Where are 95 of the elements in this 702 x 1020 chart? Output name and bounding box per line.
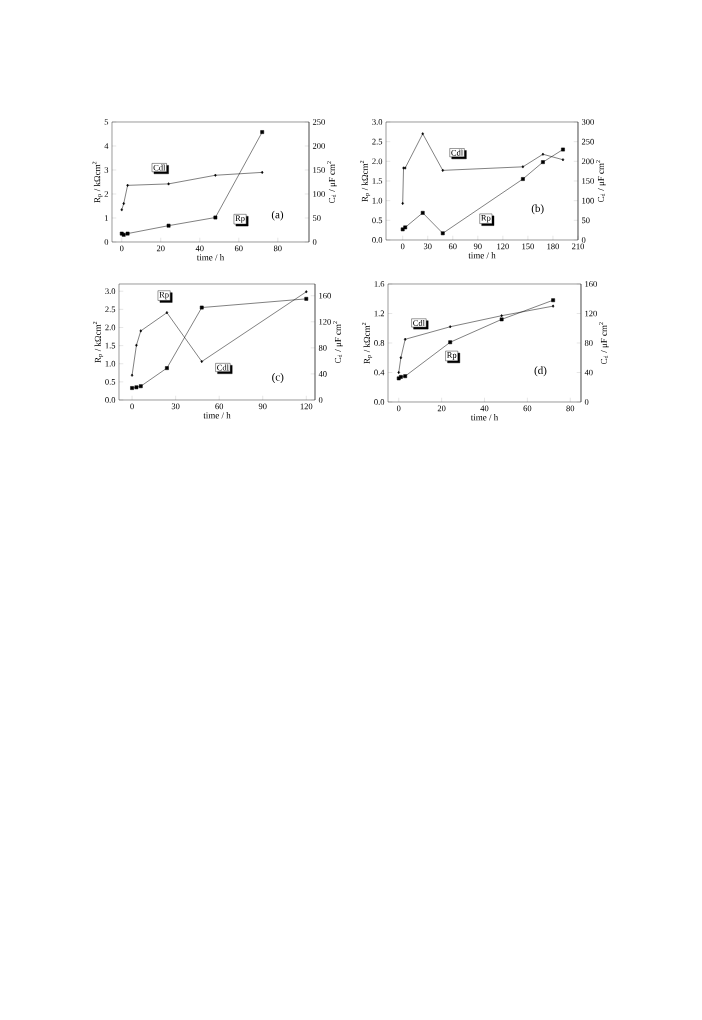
y2-tick-label: 50 <box>582 217 590 224</box>
x-tick-label: 80 <box>273 245 282 252</box>
annotation: (d) <box>534 366 547 377</box>
x-tick-label: 40 <box>195 245 204 252</box>
y2-tick-label: 80 <box>318 345 327 351</box>
y2-tick-label: 150 <box>582 178 594 184</box>
x-axis-title: time / h <box>470 414 499 421</box>
x-tick-label: 40 <box>480 405 489 412</box>
series-label: Cdl <box>153 164 166 171</box>
x-tick-label: 60 <box>234 245 243 252</box>
y-tick-label: 2.5 <box>105 306 116 313</box>
series-label: Cdl <box>451 149 463 156</box>
x-tick-label: 90 <box>473 243 482 250</box>
text: Rp <box>159 291 169 300</box>
y-tick-label: 2.5 <box>372 138 383 145</box>
y2-tick-label: 50 <box>313 215 321 221</box>
y-tick-label: 4 <box>104 143 109 149</box>
series-label: Rp <box>447 352 457 360</box>
y2-axis-title: C$_{d}$ / μF cm$^{2}$ <box>333 321 343 364</box>
y-tick-label: 0.5 <box>372 217 383 224</box>
y2-axis-title: C$_{d}$ / μF cm$^{2}$ <box>596 160 606 203</box>
y2-tick-label: 250 <box>581 138 594 145</box>
x-axis-title: time / h <box>203 412 231 419</box>
x-tick-label: 20 <box>156 245 165 252</box>
y2-tick-label: 200 <box>581 158 594 165</box>
y2-tick-label: 40 <box>584 369 593 376</box>
y-tick-label: 2.0 <box>372 158 383 165</box>
x-tick-label: 90 <box>258 403 267 410</box>
annotation: (b) <box>531 204 544 215</box>
x-axis-title: time / h <box>468 252 496 259</box>
y-tick-label: 1.6 <box>374 281 385 287</box>
y-axis-title: R$_{p}$ / kΩcm$^{2}$ <box>92 161 103 203</box>
y2-axis-title: C$_{d}$ / μF cm$^{2}$ <box>327 161 337 204</box>
y2-tick-label: 150 <box>313 167 325 173</box>
y-tick-label: 1.0 <box>105 360 116 367</box>
x-tick-label: 60 <box>215 403 224 410</box>
x-tick-label: 20 <box>437 405 446 412</box>
y-tick-label: 0.4 <box>374 369 385 376</box>
x-axis-title: time / h <box>196 254 225 261</box>
y-tick-label: 0.0 <box>105 397 116 403</box>
y-tick-label: 1 <box>105 215 108 221</box>
x-tick-label: 0 <box>396 405 401 412</box>
y-axis-title: R$_{p}$ / kΩcm$^{2}$ <box>92 321 104 363</box>
x-tick-label: 0 <box>400 243 405 250</box>
y-axis-title: R$_{p}$ / kΩcm$^{2}$ <box>361 322 373 364</box>
y-tick-label: 1.5 <box>372 178 383 184</box>
y-tick-label: 0.5 <box>105 378 116 385</box>
y2-tick-label: 40 <box>318 371 327 377</box>
y2-tick-label: 160 <box>585 281 597 287</box>
y2-tick-label: 100 <box>313 191 325 197</box>
x-tick-label: 30 <box>171 403 180 410</box>
annotation: (a) <box>271 210 284 221</box>
y2-tick-label: 0 <box>581 237 586 243</box>
y-tick-label: 3.0 <box>105 288 116 295</box>
x-tick-label: 150 <box>522 243 534 250</box>
y2-tick-label: 80 <box>584 340 593 346</box>
x-tick-label: 120 <box>497 243 509 250</box>
y-tick-label: 1.2 <box>374 310 385 317</box>
y-tick-label: 2.0 <box>105 324 116 331</box>
x-tick-label: 60 <box>448 243 457 250</box>
y2-axis-title: C$_{d}$ / μF cm$^{2}$ <box>599 322 609 365</box>
x-tick-label: 120 <box>300 403 313 410</box>
x-tick-label: 210 <box>572 243 585 250</box>
series-label: Cdl <box>413 319 425 326</box>
y-tick-label: 1.5 <box>105 342 116 349</box>
y-tick-label: 5 <box>104 119 109 125</box>
y2-tick-label: 0 <box>584 399 589 405</box>
y2-tick-label: 120 <box>319 318 331 325</box>
y2-tick-label: 0 <box>318 397 323 403</box>
y2-tick-label: 200 <box>312 143 325 149</box>
y-tick-label: 1.0 <box>372 197 383 204</box>
x-tick-label: 180 <box>547 243 559 250</box>
series-label: Rp <box>481 215 491 223</box>
y-tick-label: 0.0 <box>372 237 383 243</box>
y2-tick-label: 120 <box>585 310 597 317</box>
y2-tick-label: 300 <box>581 119 594 125</box>
y-tick-label: 3 <box>104 167 109 173</box>
x-tick-label: 0 <box>119 245 124 252</box>
y-tick-label: 0.8 <box>374 340 385 346</box>
series-label: Cdl <box>217 364 229 371</box>
x-tick-label: 0 <box>130 403 134 410</box>
y-tick-label: 3.0 <box>372 119 383 125</box>
y2-tick-label: 250 <box>312 119 325 125</box>
y2-tick-label: 0 <box>312 239 317 245</box>
annotation: (c) <box>272 372 284 383</box>
y-tick-label: 2 <box>104 191 109 197</box>
y-tick-label: 0 <box>104 239 109 245</box>
y-axis-title: R$_{p}$ / kΩcm$^{2}$ <box>359 160 371 202</box>
y2-tick-label: 160 <box>319 292 331 299</box>
x-tick-label: 80 <box>566 405 575 412</box>
series-label: Rp <box>235 215 245 223</box>
y-tick-label: 0.0 <box>374 399 385 405</box>
x-tick-label: 60 <box>523 405 532 412</box>
x-tick-label: 30 <box>423 243 432 250</box>
y2-tick-label: 100 <box>582 197 594 204</box>
